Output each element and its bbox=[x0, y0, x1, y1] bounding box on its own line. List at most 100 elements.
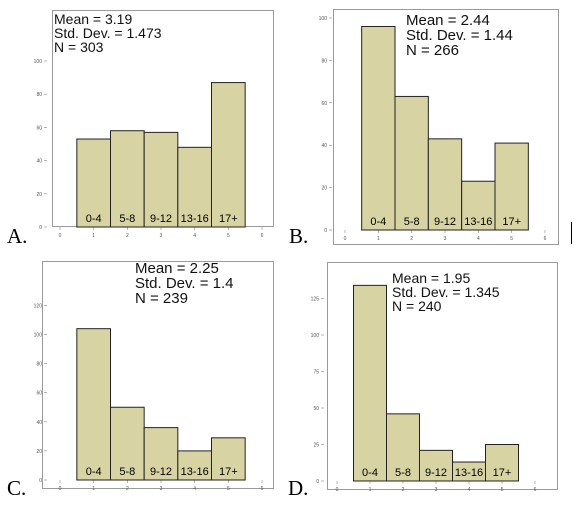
histogram-b-category-label: 13-16 bbox=[464, 216, 492, 228]
histogram-a-n: N = 303 bbox=[54, 39, 104, 55]
histogram-d-mean: Mean = 1.95 bbox=[392, 270, 471, 286]
histogram-b-mean: Mean = 2.44 bbox=[406, 12, 490, 29]
histogram-c-n: N = 239 bbox=[135, 290, 188, 307]
histogram-b-y-tick-label: 80 bbox=[321, 58, 327, 64]
histogram-d-x-tick-label: 2 bbox=[402, 487, 405, 493]
histogram-b-bar bbox=[427, 138, 463, 231]
panel-label-c: C. bbox=[7, 476, 27, 500]
histogram-d-n: N = 240 bbox=[392, 298, 442, 314]
histogram-b-category-label: 9-12 bbox=[434, 216, 456, 228]
histogram-d-category-label: 13-16 bbox=[455, 467, 483, 479]
histogram-b-y-tick-label: 100 bbox=[319, 16, 328, 22]
histogram-c-x-tick-label: 5 bbox=[227, 486, 230, 492]
histogram-c-x-tick-label: 6 bbox=[261, 486, 264, 492]
histogram-a-category-label: 9-12 bbox=[150, 213, 172, 225]
histogram-b-std-dev: Std. Dev. = 1.44 bbox=[406, 27, 513, 44]
histogram-a-y-tick-label: 60 bbox=[36, 125, 42, 131]
histogram-c-x-tick-label: 3 bbox=[160, 486, 163, 492]
histogram-a-y-tick-label: 100 bbox=[34, 59, 43, 65]
histogram-d-x-tick-label: 0 bbox=[336, 487, 339, 493]
histogram-c-mean: Mean = 2.25 bbox=[135, 260, 219, 277]
histogram-b-x-tick-label: 2 bbox=[410, 236, 413, 242]
histogram-d-stats: Mean = 1.95 Std. Dev. = 1.345 N = 240 bbox=[392, 271, 500, 313]
histogram-b-y-tick-label: 60 bbox=[321, 101, 327, 107]
histogram-d-x-tick-label: 5 bbox=[501, 487, 504, 493]
histogram-d-x-tick-label: 6 bbox=[534, 487, 537, 493]
histogram-d-y-tick-label: 25 bbox=[313, 443, 319, 449]
histogram-c-x-tick-label: 1 bbox=[92, 486, 95, 492]
histogram-c-bar bbox=[110, 406, 145, 481]
histogram-c-category-label: 17+ bbox=[219, 466, 238, 478]
histogram-c-category-label: 13-16 bbox=[181, 466, 209, 478]
histogram-d-x-tick-label: 3 bbox=[435, 487, 438, 493]
histogram-b-bar bbox=[394, 95, 429, 231]
histogram-d-category-label: 5-8 bbox=[395, 467, 411, 479]
panel-label-d: D. bbox=[288, 476, 309, 500]
histogram-a-category-label: 0-4 bbox=[86, 213, 102, 225]
histogram-a-bar bbox=[110, 130, 145, 228]
histogram-d-x-tick-label: 1 bbox=[369, 487, 372, 493]
histogram-c-stats: Mean = 2.25 Std. Dev. = 1.4 N = 239 bbox=[135, 261, 234, 306]
histogram-b-category-label: 17+ bbox=[502, 216, 521, 228]
histogram-b-x-tick-label: 1 bbox=[377, 236, 380, 242]
histogram-a-x-tick-label: 4 bbox=[193, 233, 196, 239]
histogram-a-mean: Mean = 3.19 bbox=[54, 11, 133, 27]
histogram-c-bar bbox=[76, 328, 112, 481]
histogram-d-bar bbox=[485, 444, 519, 482]
histogram-c-y-tick-label: 120 bbox=[34, 303, 43, 309]
histogram-a-category-label: 17+ bbox=[219, 213, 238, 225]
histogram-c-x-tick-label: 0 bbox=[59, 486, 62, 492]
histogram-c-std-dev: Std. Dev. = 1.4 bbox=[135, 275, 234, 292]
histogram-b-x-tick-label: 6 bbox=[544, 236, 547, 242]
histogram-a-std-dev: Std. Dev. = 1.473 bbox=[54, 25, 162, 41]
histogram-a-y-tick-label: 0 bbox=[39, 225, 42, 231]
histogram-a-category-label: 13-16 bbox=[181, 213, 209, 225]
histogram-c-y-tick-label: 80 bbox=[36, 362, 42, 368]
text-cursor bbox=[571, 222, 572, 244]
histogram-c-category-label: 9-12 bbox=[150, 466, 172, 478]
histogram-c-y-tick-label: 40 bbox=[36, 420, 42, 426]
histogram-c-y-tick-label: 20 bbox=[36, 449, 42, 455]
histogram-b-y-tick-label: 40 bbox=[321, 143, 327, 149]
histogram-a-y-tick-label: 20 bbox=[36, 192, 42, 198]
histogram-d-y-tick-label: 75 bbox=[313, 370, 319, 376]
histogram-a-x-tick-label: 0 bbox=[59, 233, 62, 239]
histogram-a-bar bbox=[177, 146, 212, 228]
histogram-a-bar bbox=[143, 131, 179, 228]
histogram-c-bar bbox=[211, 437, 246, 481]
histogram-a-x-tick-label: 1 bbox=[92, 233, 95, 239]
histogram-a-x-tick-label: 6 bbox=[261, 233, 264, 239]
histogram-d-bar bbox=[419, 449, 453, 482]
histogram-b-x-tick-label: 0 bbox=[344, 236, 347, 242]
histogram-d-std-dev: Std. Dev. = 1.345 bbox=[392, 284, 500, 300]
histogram-d-y-tick-label: 50 bbox=[313, 406, 319, 412]
histogram-d-y-tick-label: 0 bbox=[316, 479, 319, 485]
histogram-a-bar bbox=[211, 82, 246, 228]
histogram-d-bar bbox=[386, 413, 420, 482]
histogram-a-y-tick-label: 40 bbox=[36, 159, 42, 165]
histogram-b-category-label: 5-8 bbox=[404, 216, 420, 228]
histogram-a-x-tick-label: 3 bbox=[160, 233, 163, 239]
histogram-d-category-label: 0-4 bbox=[362, 467, 378, 479]
histogram-b-x-tick-label: 3 bbox=[444, 236, 447, 242]
histogram-a-y-tick-label: 80 bbox=[36, 92, 42, 98]
histogram-c-y-tick-label: 0 bbox=[39, 478, 42, 484]
histogram-b-bar bbox=[494, 142, 529, 231]
histogram-b-category-label: 0-4 bbox=[370, 216, 386, 228]
histogram-b-n: N = 266 bbox=[406, 42, 459, 59]
histogram-d-y-tick-label: 100 bbox=[311, 333, 320, 339]
histogram-c-category-label: 5-8 bbox=[119, 466, 135, 478]
histogram-d-category-label: 17+ bbox=[493, 467, 512, 479]
histogram-b-stats: Mean = 2.44 Std. Dev. = 1.44 N = 266 bbox=[406, 13, 513, 58]
histogram-a-category-label: 5-8 bbox=[119, 213, 135, 225]
histogram-c-x-tick-label: 4 bbox=[193, 486, 196, 492]
histogram-d-bar bbox=[353, 284, 387, 482]
histogram-c-y-tick-label: 100 bbox=[34, 333, 43, 339]
histogram-d-category-label: 9-12 bbox=[425, 467, 447, 479]
histogram-a-stats: Mean = 3.19 Std. Dev. = 1.473 N = 303 bbox=[54, 12, 162, 54]
histogram-a-x-tick-label: 2 bbox=[126, 233, 129, 239]
histogram-a-x-tick-label: 5 bbox=[227, 233, 230, 239]
histogram-b-y-tick-label: 20 bbox=[321, 186, 327, 192]
histogram-b-x-tick-label: 4 bbox=[477, 236, 480, 242]
